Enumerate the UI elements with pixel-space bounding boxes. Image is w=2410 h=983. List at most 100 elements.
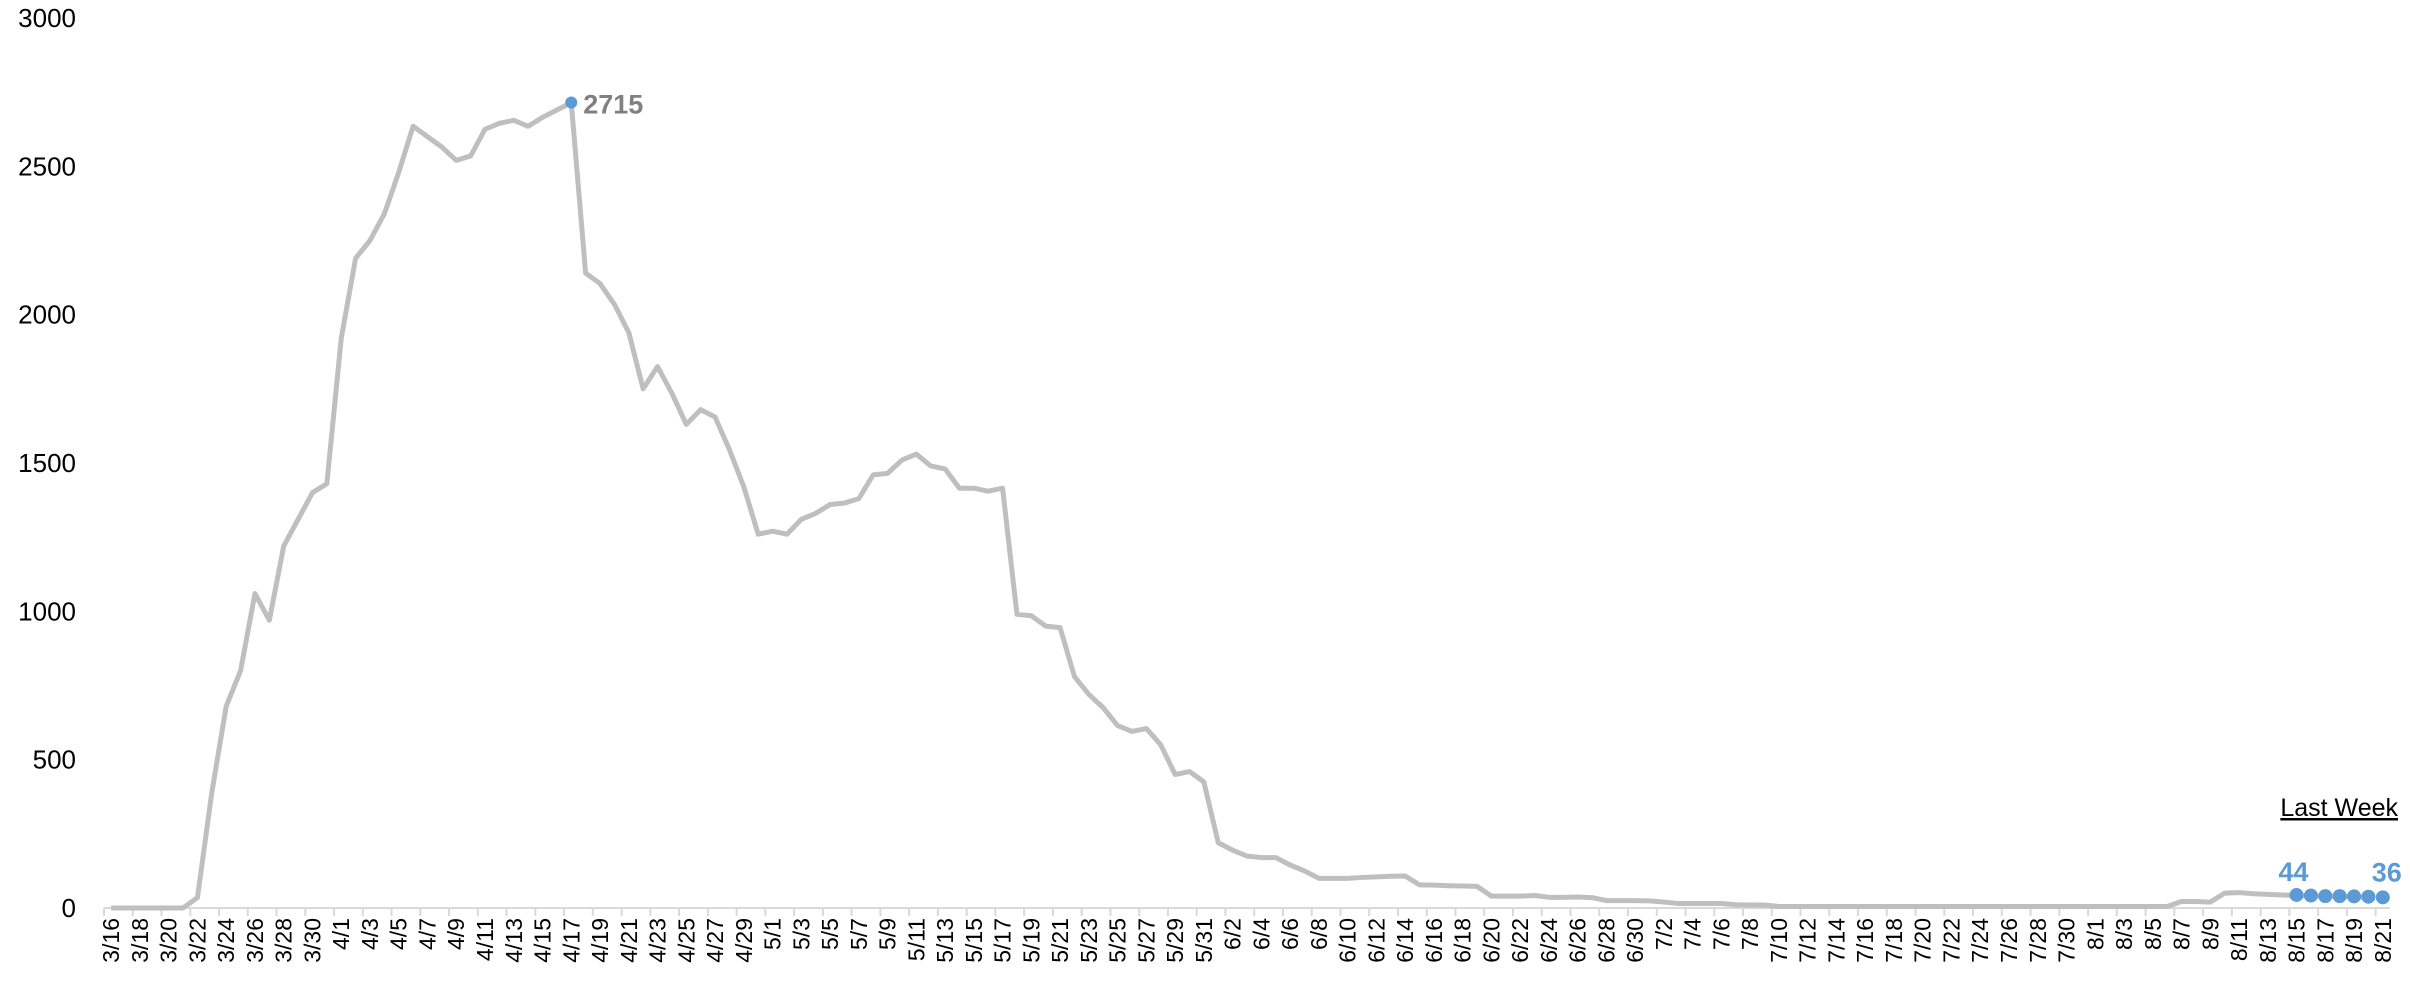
- x-tick-label: 7/14: [1823, 918, 1849, 963]
- x-tick-label: 3/22: [184, 918, 210, 963]
- x-tick-label: 4/29: [731, 918, 757, 963]
- last-week-end-label: 36: [2372, 857, 2402, 887]
- x-tick-label: 6/8: [1306, 918, 1332, 950]
- x-tick-label: 6/10: [1335, 918, 1361, 963]
- last-week-point: [2332, 889, 2347, 904]
- x-tick-label: 6/2: [1220, 918, 1246, 950]
- x-tick-label: 8/13: [2255, 918, 2281, 963]
- last-week-points: [2289, 887, 2390, 905]
- x-tick-label: 7/30: [2054, 918, 2080, 963]
- last-week-start-label: 44: [2279, 857, 2309, 887]
- x-tick-label: 5/9: [875, 918, 901, 950]
- x-tick-label: 4/9: [443, 918, 469, 950]
- x-tick-label: 5/11: [903, 918, 929, 961]
- x-axis-ticks: [103, 908, 2377, 916]
- x-tick-label: 3/26: [242, 918, 268, 963]
- x-tick-label: 7/22: [1938, 918, 1964, 963]
- x-tick-label: 8/1: [2082, 918, 2108, 950]
- x-tick-label: 4/25: [673, 918, 699, 963]
- x-tick-label: 6/30: [1622, 918, 1648, 963]
- x-tick-label: 5/25: [1105, 918, 1131, 963]
- x-tick-label: 7/18: [1881, 918, 1907, 963]
- x-tick-label: 5/5: [817, 918, 843, 950]
- last-week-point: [2318, 889, 2333, 904]
- x-tick-label: 8/7: [2169, 918, 2195, 950]
- x-tick-label: 3/18: [127, 918, 153, 963]
- x-tick-label: 6/14: [1392, 918, 1418, 963]
- x-tick-label: 7/4: [1680, 918, 1706, 950]
- last-week-point: [2347, 889, 2362, 904]
- y-tick-label: 500: [33, 745, 76, 775]
- x-tick-label: 5/21: [1047, 918, 1073, 963]
- x-tick-label: 4/21: [616, 918, 642, 963]
- x-tick-label: 4/17: [558, 918, 584, 963]
- series-line: [111, 100, 2369, 911]
- peak-point: [565, 96, 578, 109]
- x-tick-label: 6/20: [1478, 918, 1504, 963]
- x-tick-label: 6/12: [1363, 918, 1389, 963]
- last-week-point: [2289, 887, 2304, 902]
- x-tick-label: 4/5: [386, 918, 412, 950]
- x-tick-label: 3/16: [98, 918, 124, 963]
- x-tick-label: 4/3: [357, 918, 383, 950]
- x-tick-label: 4/1: [328, 918, 354, 950]
- x-tick-label: 7/10: [1766, 918, 1792, 963]
- x-tick-label: 8/11: [2226, 918, 2252, 961]
- x-tick-label: 7/8: [1737, 918, 1763, 950]
- y-tick-label: 0: [62, 893, 76, 923]
- y-tick-label: 3000: [18, 3, 76, 33]
- last-week-point: [2361, 889, 2376, 904]
- x-tick-label: 5/31: [1191, 918, 1217, 963]
- x-tick-label: 5/7: [846, 918, 872, 950]
- x-tick-label: 6/6: [1277, 918, 1303, 950]
- x-tick-label: 8/3: [2111, 918, 2137, 950]
- x-tick-label: 4/11: [472, 918, 498, 961]
- x-tick-label: 4/13: [501, 918, 527, 963]
- peak-label: 2715: [583, 90, 643, 120]
- x-tick-label: 5/19: [1018, 918, 1044, 963]
- x-tick-label: 6/4: [1248, 918, 1274, 950]
- x-tick-label: 8/21: [2370, 918, 2396, 963]
- x-tick-label: 6/26: [1565, 918, 1591, 963]
- x-tick-label: 4/19: [587, 918, 613, 963]
- x-tick-label: 5/27: [1133, 918, 1159, 963]
- y-axis-tick-labels: 0 500 1000 1500 2000 2500 3000: [18, 3, 76, 923]
- x-tick-label: 7/20: [1910, 918, 1936, 963]
- x-tick-label: 7/26: [1996, 918, 2022, 963]
- y-tick-label: 2000: [18, 300, 76, 330]
- x-tick-label: 3/28: [271, 918, 297, 963]
- x-tick-label: 8/19: [2341, 918, 2367, 963]
- x-tick-label: 4/15: [530, 918, 556, 963]
- x-tick-label: 7/16: [1852, 918, 1878, 963]
- x-tick-label: 5/3: [788, 918, 814, 950]
- x-tick-label: 7/24: [1967, 918, 1993, 963]
- last-week-point: [2303, 888, 2318, 903]
- x-tick-label: 3/20: [156, 918, 182, 963]
- y-tick-label: 1500: [18, 448, 76, 478]
- x-tick-label: 6/22: [1507, 918, 1533, 963]
- last-week-label: Last Week: [2280, 794, 2398, 822]
- x-tick-label: 8/9: [2197, 918, 2223, 950]
- x-tick-label: 8/5: [2140, 918, 2166, 950]
- x-tick-label: 8/17: [2312, 918, 2338, 963]
- y-tick-label: 1000: [18, 596, 76, 626]
- x-tick-label: 5/15: [961, 918, 987, 963]
- x-tick-label: 6/24: [1536, 918, 1562, 963]
- x-tick-label: 5/29: [1162, 918, 1188, 963]
- x-tick-label: 6/18: [1450, 918, 1476, 963]
- x-tick-label: 7/12: [1795, 918, 1821, 963]
- x-tick-label: 6/16: [1421, 918, 1447, 963]
- x-tick-label: 3/30: [299, 918, 325, 963]
- y-tick-label: 2500: [18, 151, 76, 181]
- x-tick-label: 7/2: [1651, 918, 1677, 950]
- x-tick-label: 5/13: [932, 918, 958, 963]
- x-tick-label: 4/27: [702, 918, 728, 963]
- x-tick-label: 8/15: [2284, 918, 2310, 963]
- x-tick-label: 3/24: [213, 918, 239, 963]
- x-tick-label: 5/23: [1076, 918, 1102, 963]
- x-tick-label: 4/7: [414, 918, 440, 950]
- x-tick-label: 5/1: [760, 918, 786, 950]
- x-tick-label: 5/17: [990, 918, 1016, 963]
- x-tick-label: 6/28: [1593, 918, 1619, 963]
